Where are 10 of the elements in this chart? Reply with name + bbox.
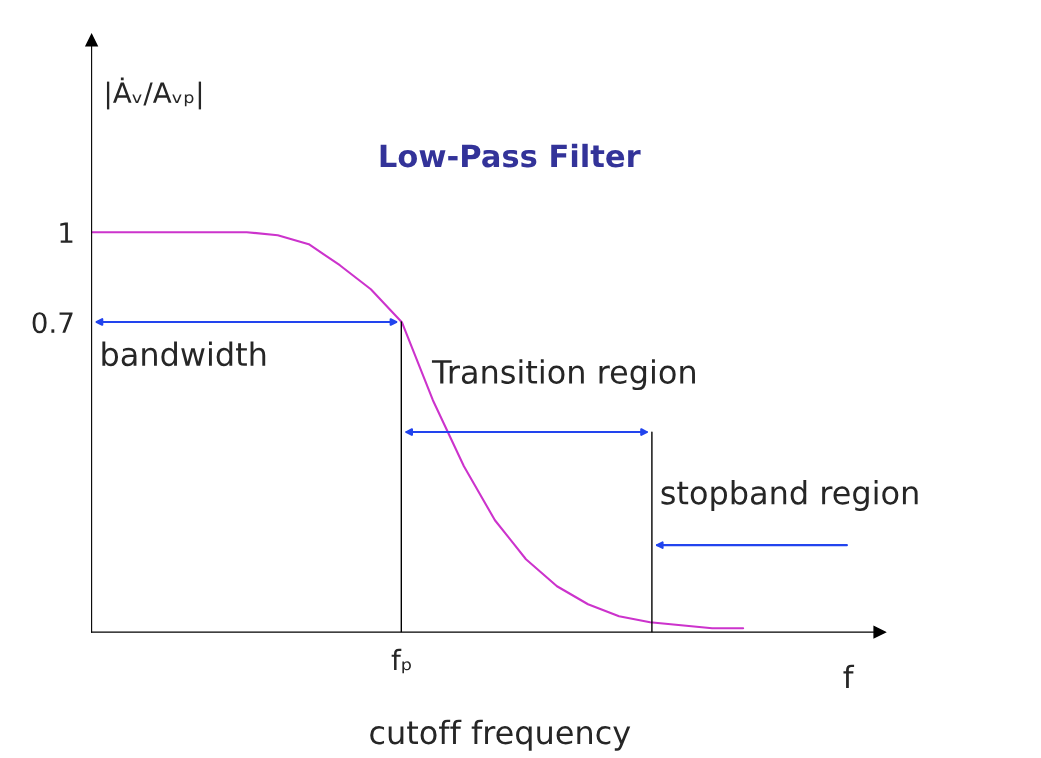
x-tick-label: fₚ	[391, 648, 411, 674]
text: Low-Pass Filter	[380, 143, 641, 168]
y-axis-title: |Ȧᵥ/Aᵥₚ|	[106, 77, 202, 110]
annotation: bandwidth	[102, 341, 266, 367]
y-tick-label: 0.7	[32, 312, 73, 334]
text: cutoff frequency	[370, 719, 631, 751]
annotation: stopband region	[661, 479, 918, 511]
y-tick-label: 1	[60, 222, 73, 243]
x-axis-title: f	[843, 664, 855, 688]
annotation: Transition region	[431, 359, 695, 391]
